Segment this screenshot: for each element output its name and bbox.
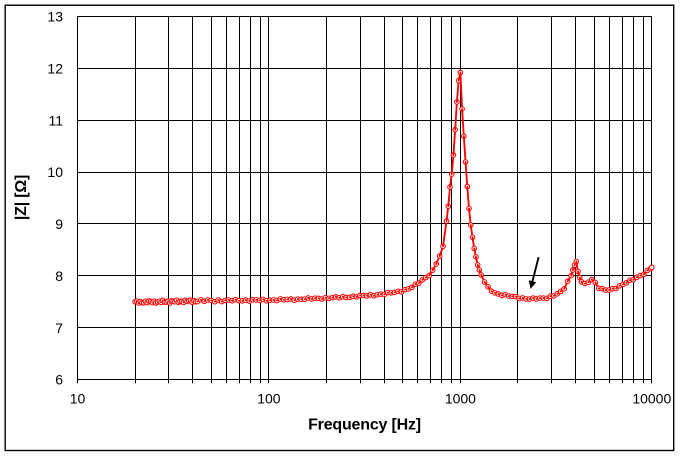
svg-text:7: 7 [55,320,63,336]
svg-text:12: 12 [47,61,63,77]
svg-text:|Z| [Ω]: |Z| [Ω] [13,175,30,220]
svg-text:1000: 1000 [445,391,476,407]
svg-text:10: 10 [70,391,86,407]
svg-text:6: 6 [55,372,63,388]
svg-text:13: 13 [47,9,63,25]
svg-text:Frequency [Hz]: Frequency [Hz] [308,416,421,433]
svg-text:11: 11 [48,112,63,128]
svg-text:9: 9 [55,216,63,232]
svg-text:10: 10 [47,164,63,180]
svg-text:10000: 10000 [632,391,671,407]
svg-text:100: 100 [257,391,281,407]
svg-text:8: 8 [55,268,63,284]
